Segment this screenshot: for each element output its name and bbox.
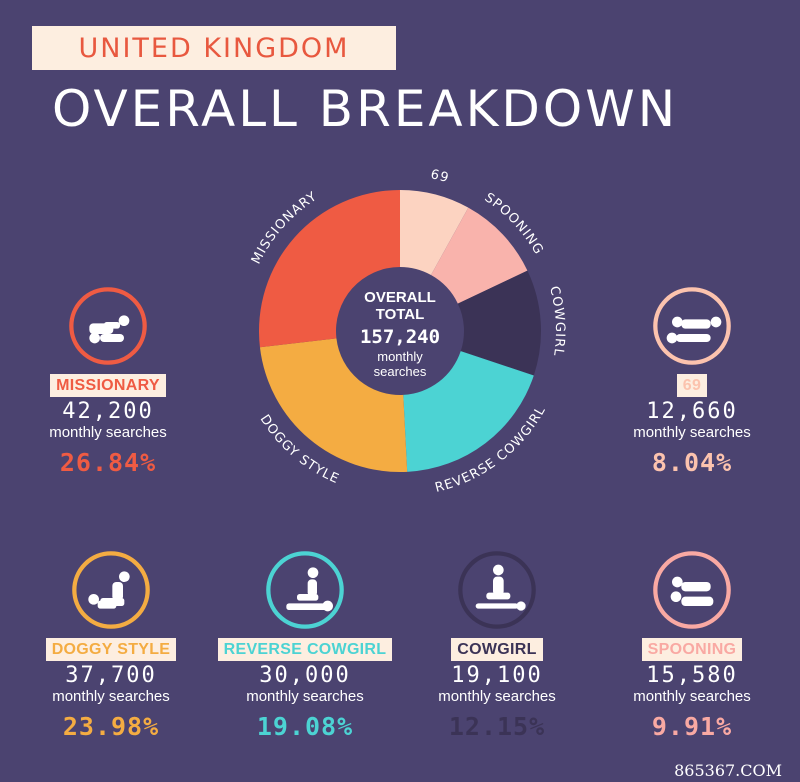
- cowgirl-icon: [458, 551, 536, 629]
- card-unit: monthly searches: [49, 424, 167, 441]
- center-overall-label: OVERALL: [364, 289, 436, 306]
- card-label: REVERSE COWGIRL: [217, 638, 393, 661]
- stat-card-spooning: SPOONING 15,580 monthly searches 9.91%: [597, 550, 787, 741]
- card-unit: monthly searches: [52, 688, 170, 705]
- card-value: 19,100: [451, 663, 543, 688]
- watermark: 865367.COM: [674, 761, 782, 780]
- card-percent: 8.04%: [651, 448, 733, 477]
- card-label: MISSIONARY: [50, 374, 166, 397]
- center-unit-1: monthly: [377, 349, 423, 364]
- card-label: 69: [676, 374, 708, 397]
- center-unit-2: searches: [374, 364, 427, 379]
- slice-cowgirl: [457, 270, 541, 376]
- slice-reverse-cowgirl: [403, 351, 534, 472]
- card-unit: monthly searches: [246, 688, 364, 705]
- card-percent: 12.15%: [448, 712, 546, 741]
- spooning-icon: [653, 551, 731, 629]
- card-percent: 19.08%: [256, 712, 354, 741]
- country-badge: UNITED KINGDOM: [32, 26, 396, 70]
- card-unit: monthly searches: [633, 688, 751, 705]
- card-label: COWGIRL: [451, 638, 543, 661]
- card-unit: monthly searches: [438, 688, 556, 705]
- page-title: OVERALL BREAKDOWN: [52, 80, 679, 138]
- slice-doggy-style: [259, 338, 408, 473]
- stat-card-missionary: MISSIONARY 42,200 monthly searches 26.84%: [13, 286, 203, 477]
- stat-card-cowgirl: COWGIRL 19,100 monthly searches 12.15%: [402, 550, 592, 741]
- slice-missionary: [259, 190, 400, 348]
- card-value: 42,200: [62, 399, 154, 424]
- slice-label: 69: [429, 167, 451, 186]
- center-total-value: 157,240: [360, 326, 440, 348]
- reverse-cowgirl-icon: [266, 551, 344, 629]
- stat-card-doggy-style: DOGGY STYLE 37,700 monthly searches 23.98%: [16, 550, 206, 741]
- card-value: 30,000: [259, 663, 351, 688]
- 69-icon: [653, 287, 731, 365]
- slice-label: COWGIRL: [546, 285, 567, 358]
- slice-69: [400, 190, 469, 276]
- card-percent: 26.84%: [59, 448, 157, 477]
- card-percent: 9.91%: [651, 712, 733, 741]
- country-label: UNITED KINGDOM: [78, 32, 350, 64]
- center-total-label: TOTAL: [376, 306, 425, 323]
- card-label: DOGGY STYLE: [45, 638, 177, 661]
- card-value: 15,580: [646, 663, 738, 688]
- missionary-icon: [69, 287, 147, 365]
- stat-card-69: 69 12,660 monthly searches 8.04%: [597, 286, 787, 477]
- doggy-style-icon: [72, 551, 150, 629]
- slice-spooning: [431, 207, 528, 304]
- card-unit: monthly searches: [633, 424, 751, 441]
- card-value: 12,660: [646, 399, 738, 424]
- card-label: SPOONING: [641, 638, 743, 661]
- stat-card-reverse-cowgirl: REVERSE COWGIRL 30,000 monthly searches 19.…: [210, 550, 400, 741]
- card-percent: 23.98%: [62, 712, 160, 741]
- card-value: 37,700: [65, 663, 157, 688]
